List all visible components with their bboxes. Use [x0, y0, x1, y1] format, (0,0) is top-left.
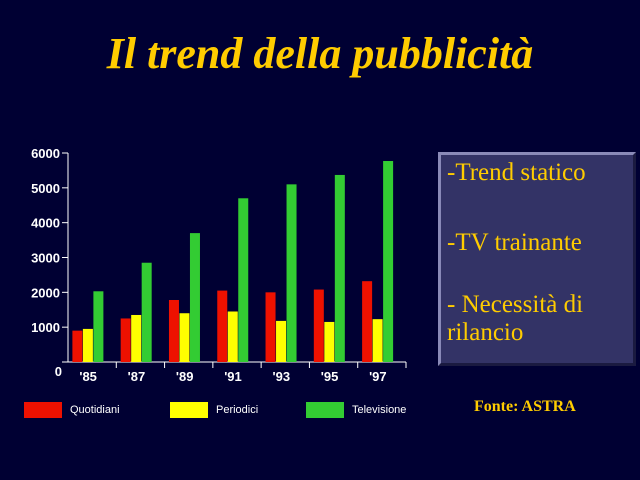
- bar-televisione: [141, 262, 152, 362]
- bar-televisione: [334, 174, 345, 362]
- x-tick-label: '93: [273, 369, 291, 384]
- bar-televisione: [189, 233, 200, 362]
- legend-label: Periodici: [216, 404, 259, 416]
- bar-televisione: [238, 198, 249, 362]
- source-label: Fonte: ASTRA: [474, 398, 576, 415]
- y-tick-label: 3000: [31, 251, 60, 266]
- bar-periodici: [179, 313, 190, 362]
- bar-televisione: [383, 161, 394, 362]
- legend-swatch-televisione: [306, 402, 344, 418]
- legend-swatch-periodici: [170, 402, 208, 418]
- legend-swatch-quotidiani: [24, 402, 62, 418]
- x-tick-label: '95: [321, 369, 339, 384]
- bar-quotidiani: [265, 292, 276, 362]
- bar-televisione: [93, 291, 104, 362]
- bar-televisione: [286, 184, 297, 362]
- bar-periodici: [276, 320, 287, 362]
- x-tick-label: '89: [176, 369, 194, 384]
- y-tick-label: 1000: [31, 320, 60, 335]
- bar-periodici: [82, 328, 93, 362]
- note-trend-statico: -Trend statico: [447, 159, 586, 186]
- bar-periodici: [131, 314, 142, 362]
- legend-label: Televisione: [352, 404, 407, 416]
- x-tick-label: '97: [369, 369, 387, 384]
- note-tv-trainante: -TV trainante: [447, 229, 582, 256]
- y-tick-label: 5000: [31, 181, 60, 196]
- notes-panel: -Trend statico -TV trainante - Necessità…: [438, 152, 636, 366]
- bar-quotidiani: [313, 289, 324, 362]
- bar-periodici: [227, 311, 238, 362]
- x-tick-label: '87: [128, 369, 146, 384]
- bar-quotidiani: [72, 330, 83, 362]
- bar-quotidiani: [362, 281, 373, 362]
- note-necessita-rilancio: - Necessità di rilancio: [447, 291, 584, 346]
- bar-periodici: [324, 321, 335, 362]
- y-tick-label: 0: [55, 364, 62, 379]
- bar-quotidiani: [217, 290, 228, 362]
- y-tick-label: 2000: [31, 285, 60, 300]
- bar-quotidiani: [168, 299, 179, 362]
- legend-label: Quotidiani: [70, 404, 120, 416]
- slide-title: Il trend della pubblicità: [106, 29, 534, 78]
- bar-quotidiani: [120, 318, 131, 362]
- bar-periodici: [372, 319, 383, 362]
- y-tick-label: 6000: [31, 146, 60, 161]
- x-tick-label: '85: [79, 369, 97, 384]
- y-tick-label: 4000: [31, 216, 60, 231]
- x-tick-label: '91: [224, 369, 242, 384]
